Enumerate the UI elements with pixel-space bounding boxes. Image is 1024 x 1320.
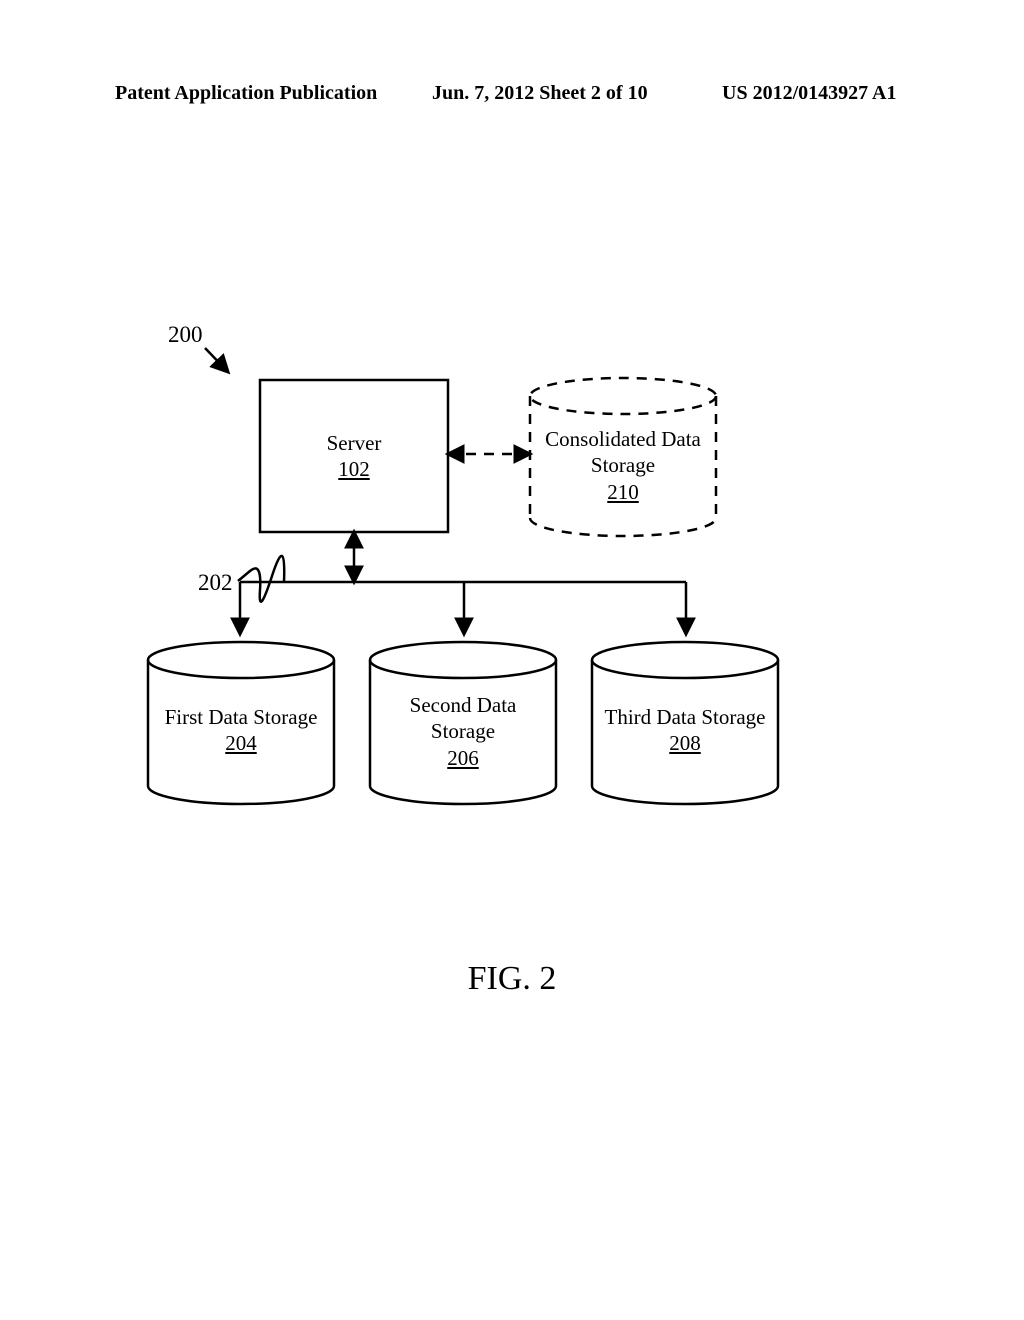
node-first-ref: 204 [148,730,334,756]
node-third: Third Data Storage208 [592,704,778,757]
ref-200: 200 [168,322,203,348]
node-server-ref: 102 [260,456,448,482]
node-third-ref: 208 [592,730,778,756]
node-server-line1: Server [260,430,448,456]
node-second: Second DataStorage206 [370,692,556,771]
node-consolidated: Consolidated DataStorage210 [530,426,716,505]
node-third-line1: Third Data Storage [592,704,778,730]
patent-figure-page: Patent Application Publication Jun. 7, 2… [0,0,1024,1320]
figure-caption: FIG. 2 [0,960,1024,998]
node-consolidated-line2: Storage [530,452,716,478]
node-second-line2: Storage [370,718,556,744]
node-consolidated-line1: Consolidated Data [530,426,716,452]
node-first-line1: First Data Storage [148,704,334,730]
node-server: Server102 [260,430,448,483]
figure-svg [0,0,1024,1320]
node-second-line1: Second Data [370,692,556,718]
ref-202: 202 [198,570,233,596]
node-consolidated-ref: 210 [530,479,716,505]
node-first: First Data Storage204 [148,704,334,757]
node-second-ref: 206 [370,745,556,771]
